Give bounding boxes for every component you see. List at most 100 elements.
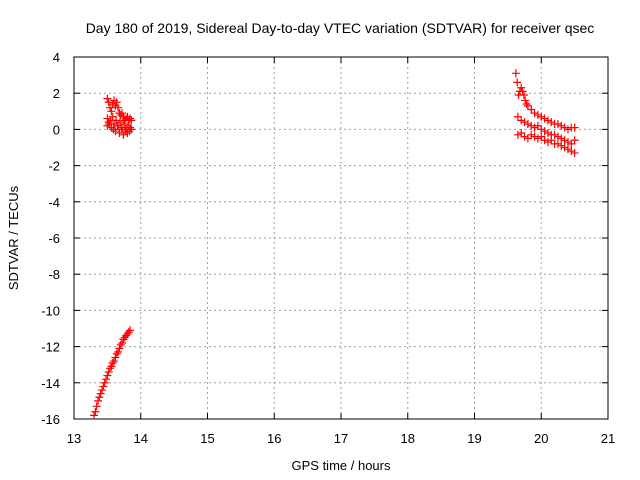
data-point [540,127,549,136]
data-point [519,91,528,100]
data-point [570,136,579,145]
x-axis-label: GPS time / hours [292,458,391,473]
data-point [533,134,542,143]
data-point [537,112,546,121]
data-point [105,119,114,128]
data-point [511,69,520,78]
data-point [98,386,107,395]
data-point [513,78,522,87]
data-point [553,139,562,148]
data-point [118,109,127,118]
data-point [92,402,101,411]
data-point [557,141,566,150]
data-point [527,105,536,114]
data-point [111,127,120,136]
x-tick-labels: 13 14 15 16 17 18 19 20 21 [67,431,615,446]
data-point [537,125,546,134]
data-point [112,349,121,358]
data-point [517,116,526,125]
data-point [118,123,127,132]
data-point [540,136,549,145]
data-point [530,132,539,141]
data-point [119,130,128,139]
axis-ticks [73,56,609,420]
data-point [522,100,531,109]
data-point [520,132,529,141]
data-point [530,109,539,118]
y-tick-label: -8 [48,267,60,282]
data-point [518,87,527,96]
data-point [523,119,532,128]
data-point [114,103,123,112]
y-axis-label: SDTVAR / TECUs [6,185,21,290]
data-point [567,139,576,148]
data-point [100,378,109,387]
data-point [115,344,124,353]
data-point [104,98,113,107]
data-point [103,121,112,130]
data-point [110,357,119,366]
data-point [113,121,122,130]
data-point [543,129,552,138]
data-point [103,94,112,103]
y-tick-label: 2 [53,86,60,101]
data-point [116,340,125,349]
data-point [104,118,113,127]
data-point [102,375,111,384]
grid-lines [74,57,608,419]
x-tick-label: 16 [267,431,281,446]
y-tick-label: -2 [48,159,60,174]
data-point [124,328,133,337]
y-tick-label: -4 [48,195,60,210]
data-point [527,130,536,139]
x-tick-label: 20 [534,431,548,446]
x-tick-label: 17 [334,431,348,446]
x-tick-label: 21 [601,431,615,446]
data-point [127,125,136,134]
data-point [125,127,134,136]
data-point [540,114,549,123]
data-point [109,125,118,134]
data-point [513,112,522,121]
x-tick-label: 15 [200,431,214,446]
data-point [94,396,103,405]
data-point [114,348,123,357]
data-point [533,110,542,119]
data-point [115,129,124,138]
data-point [95,393,104,402]
data-point [96,389,105,398]
data-point [126,114,135,123]
data-point [106,364,115,373]
y-tick-label: -6 [48,231,60,246]
y-tick-label: -12 [41,340,60,355]
data-point [127,116,136,125]
chart-title: Day 180 of 2019, Sidereal Day-to-day VTE… [86,20,595,36]
x-tick-label: 18 [401,431,415,446]
data-point [517,129,526,138]
data-point [563,138,572,147]
data-point [527,121,536,130]
data-point [103,114,112,123]
y-tick-label: -10 [41,303,60,318]
data-points [90,69,579,420]
series-cluster-early-lower [90,326,135,420]
data-point [570,123,579,132]
x-tick-label: 14 [134,431,148,446]
data-point [107,123,116,132]
data-point [126,123,135,132]
data-point [537,132,546,141]
y-tick-label: -14 [41,376,60,391]
data-point [124,121,133,130]
y-tick-label: 0 [53,122,60,137]
data-point [543,116,552,125]
data-point [103,371,112,380]
data-point [99,382,108,391]
y-tick-labels: -16 -14 -12 -10 -8 -6 -4 -2 0 2 4 [41,50,60,427]
data-point [550,130,559,139]
data-point [112,98,121,107]
series-cluster-late [511,69,579,157]
data-point [91,407,100,416]
data-point [104,367,113,376]
data-point [560,136,569,145]
